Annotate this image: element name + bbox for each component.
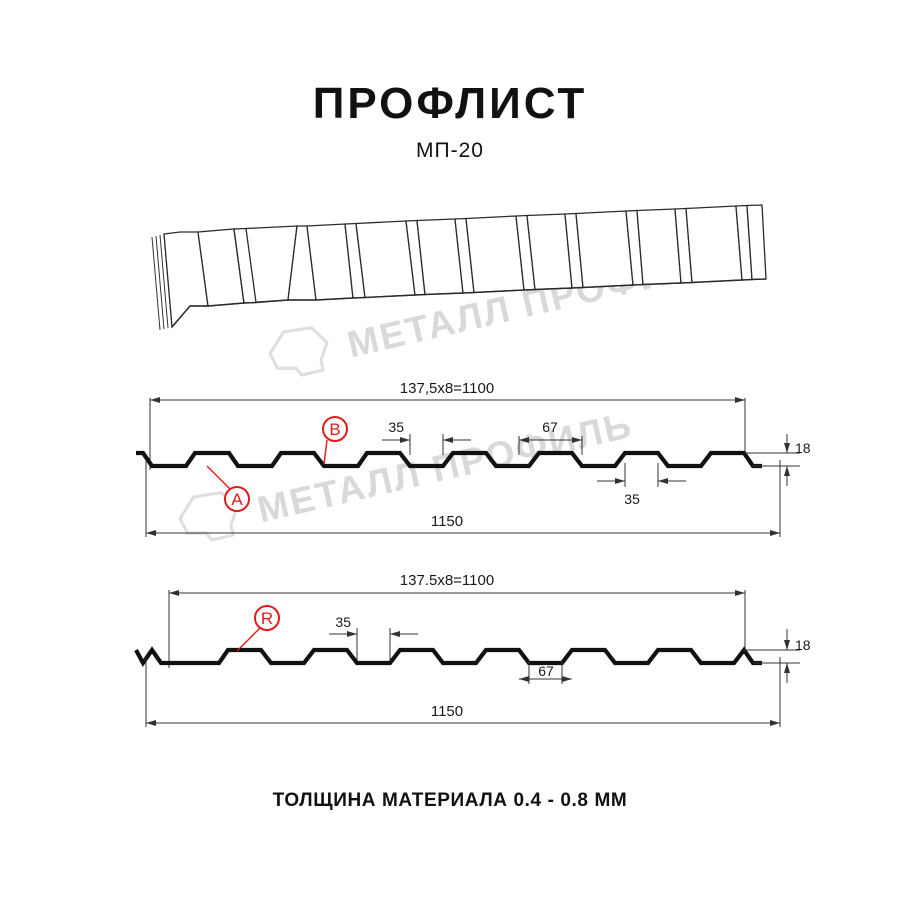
iso-valley [526, 213, 573, 291]
section-a-dim-18-label: 18 [795, 440, 811, 456]
section-b-dim-67-label: 67 [538, 663, 554, 679]
section-b-top-dimension-label: 137.5x8=1100 [400, 572, 494, 589]
section-b-bottom-dimension [145, 657, 781, 727]
section-a-view: 137,5x8=1100 A B 35 [136, 380, 811, 537]
balloon-b: B [322, 416, 348, 465]
section-b-bottom-dimension-label: 1150 [431, 703, 463, 720]
section-a-dim-35-bottom [597, 463, 686, 487]
section-a-top-dimension [149, 397, 746, 470]
title-block: ПРОФЛИСТ МП-20 [0, 78, 900, 166]
iso-rib [685, 205, 743, 284]
iso-valley [636, 208, 682, 286]
page-subtitle: МП-20 [416, 139, 484, 162]
section-b-dim-18 [744, 629, 800, 683]
section-a-bottom-dimension-label: 1150 [431, 513, 463, 530]
section-b-view: 137.5x8=1100 R 35 67 [134, 572, 811, 727]
section-b-dim-35-label: 35 [335, 614, 351, 630]
section-a-dim-67-label: 67 [542, 419, 558, 435]
balloon-r: R [236, 605, 280, 652]
section-b-profile-path [134, 646, 762, 668]
iso-rib [465, 215, 525, 294]
balloon-b-label: B [329, 420, 340, 439]
footer-block: ТОЛЩИНА МАТЕРИАЛА 0.4 - 0.8 ММ [0, 790, 900, 812]
iso-rib [575, 210, 634, 289]
section-b-dim-67 [519, 660, 572, 684]
section-a-dim-35-bottom-label: 35 [624, 491, 640, 507]
section-a-dim-18 [744, 434, 800, 486]
watermark-logo-upper [268, 326, 329, 377]
section-a-dim-67 [518, 436, 583, 455]
watermark-lower-text: МЕТАЛЛ ПРОФИЛЬ [254, 404, 637, 530]
balloon-a-label: A [231, 490, 243, 509]
watermark-lower: МЕТАЛЛ ПРОФИЛЬ [178, 404, 637, 542]
iso-rib [355, 220, 416, 299]
section-b-dim-35 [329, 628, 418, 660]
section-a-dim-35-top-label: 35 [388, 419, 404, 435]
section-b-top-dimension [168, 590, 746, 668]
section-a-bottom-dimension [145, 460, 781, 537]
page-title: ПРОФЛИСТ [312, 79, 588, 128]
balloon-a: A [206, 465, 250, 512]
balloon-r-label: R [261, 609, 273, 628]
iso-bottom-fold [171, 278, 767, 328]
isometric-view [151, 204, 767, 331]
section-a-profile-path [136, 450, 762, 469]
material-thickness-note: ТОЛЩИНА МАТЕРИАЛА 0.4 - 0.8 ММ [272, 790, 628, 811]
section-a-dim-35-top [382, 434, 471, 455]
section-a-top-dimension-label: 137,5x8=1100 [400, 380, 494, 397]
section-b-dim-18-label: 18 [795, 637, 811, 653]
